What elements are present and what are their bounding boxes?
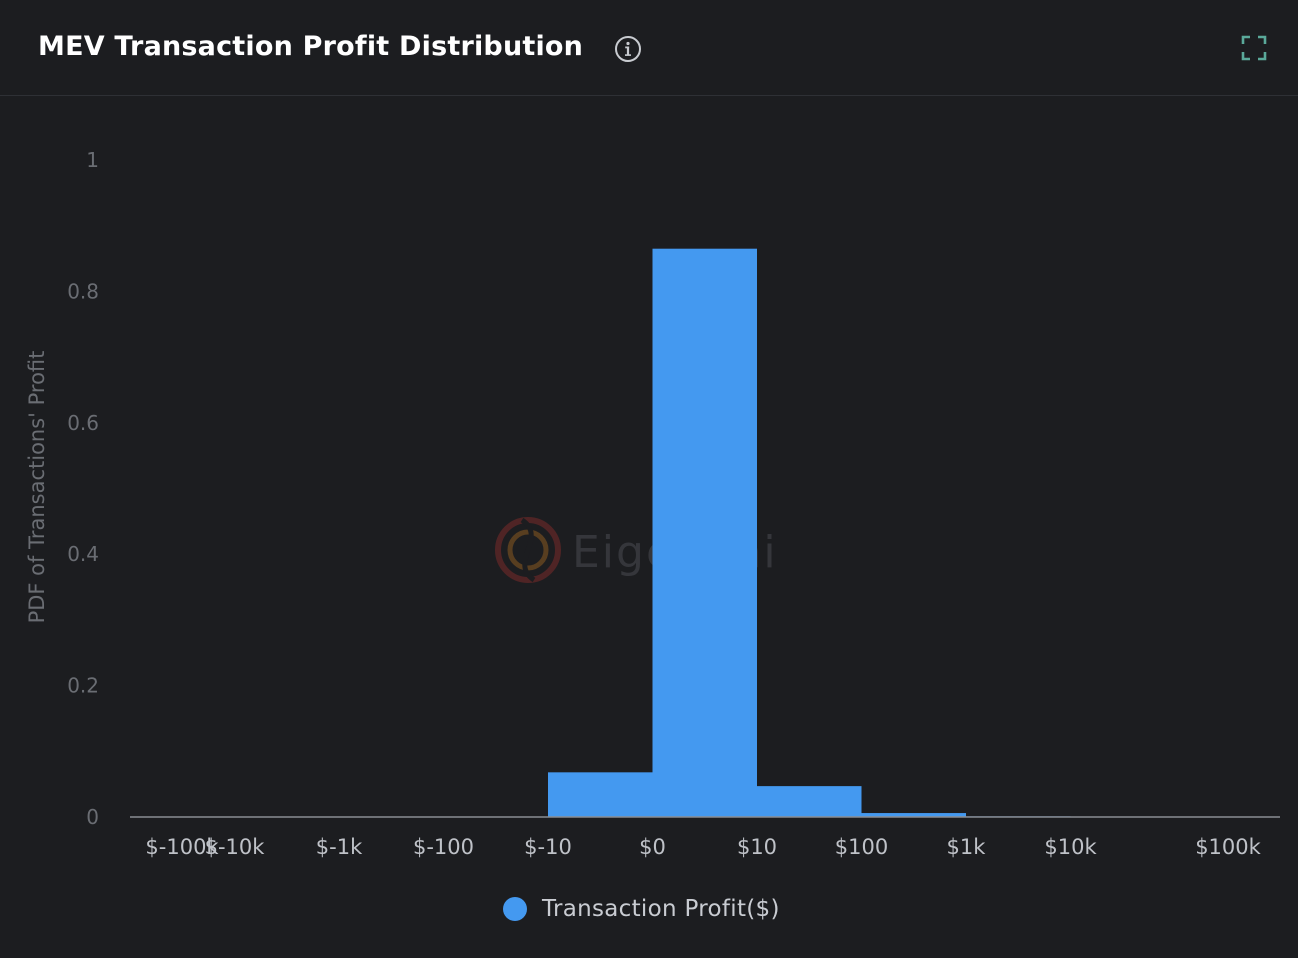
y-tick-label: 0 (86, 805, 99, 829)
histogram-bar[interactable] (548, 772, 653, 817)
x-tick-label: $-10k (205, 835, 266, 859)
y-axis-label: PDF of Transactions' Profit (25, 351, 49, 624)
histogram-bar[interactable] (861, 813, 967, 817)
x-tick-label: $1k (947, 835, 987, 859)
x-tick-label: $-1k (316, 835, 363, 859)
info-circle-icon[interactable] (614, 35, 642, 63)
histogram-chart: EigenPhi 00.20.40.60.81 $-100k$-10k$-1k$… (25, 148, 1280, 859)
y-tick-label: 0.6 (67, 411, 99, 435)
eigenphi-logo-icon (495, 517, 561, 583)
histogram-bar[interactable] (652, 248, 758, 817)
x-tick-label: $100k (1195, 835, 1261, 859)
legend-marker (503, 897, 527, 921)
card-header: MEV Transaction Profit Distribution (0, 0, 1298, 96)
histogram-bar[interactable] (757, 786, 862, 817)
x-tick-label: $10 (737, 835, 777, 859)
x-tick-label: $100 (835, 835, 888, 859)
x-tick-label: $10k (1044, 835, 1097, 859)
y-tick-label: 0.2 (67, 674, 99, 698)
y-tick-label: 0.4 (67, 542, 99, 566)
x-tick-label: $-100k (145, 835, 219, 859)
legend-label-transaction-profit: Transaction Profit($) (542, 896, 780, 922)
y-tick-label: 1 (86, 148, 99, 172)
x-tick-label: $-10 (524, 835, 572, 859)
x-tick-label: $0 (639, 835, 666, 859)
chart-title: MEV Transaction Profit Distribution (38, 31, 584, 62)
legend[interactable]: Transaction Profit($) (503, 893, 780, 925)
fullscreen-expand-icon[interactable] (1240, 34, 1268, 62)
x-tick-label: $-100 (413, 835, 474, 859)
y-tick-label: 0.8 (67, 279, 99, 303)
